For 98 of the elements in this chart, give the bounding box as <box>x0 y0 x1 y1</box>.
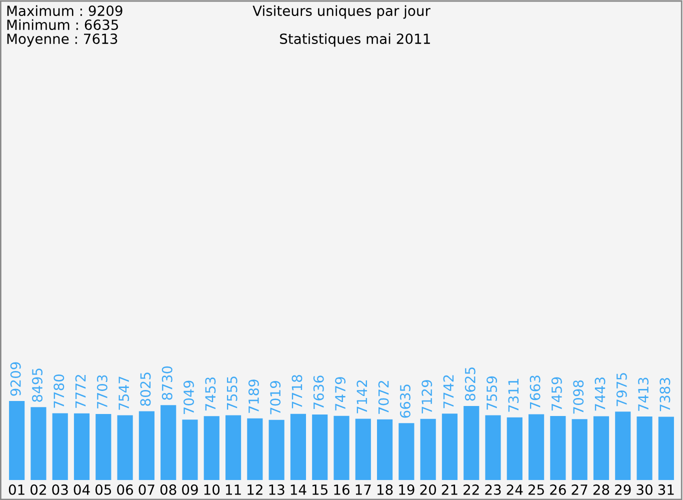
bar <box>204 416 220 480</box>
bar <box>74 413 90 480</box>
bar <box>138 411 154 480</box>
bar <box>268 420 284 480</box>
x-tick-label: 21 <box>442 484 458 495</box>
bar <box>377 419 393 480</box>
data-label: 8025 <box>140 372 151 406</box>
x-tick-label: 01 <box>8 484 24 495</box>
data-label: 7453 <box>205 377 216 411</box>
bar <box>96 414 112 480</box>
bar <box>355 418 371 480</box>
bar <box>334 416 350 480</box>
data-label: 8495 <box>32 368 42 402</box>
bar <box>30 407 46 480</box>
data-label: 7479 <box>335 377 346 410</box>
data-label: 7459 <box>551 377 562 410</box>
data-label: 7072 <box>378 381 389 414</box>
bar <box>290 414 306 480</box>
data-label: 7703 <box>96 375 108 408</box>
bar <box>247 418 263 480</box>
bar <box>160 405 176 480</box>
bar <box>420 418 436 480</box>
x-tick-label: 06 <box>117 484 134 495</box>
x-tick-label: 12 <box>248 484 262 495</box>
data-label: 7383 <box>660 378 670 412</box>
x-tick-label: 20 <box>420 484 436 495</box>
data-label: 7663 <box>530 376 540 409</box>
x-tick-label: 18 <box>377 484 393 495</box>
data-label: 7049 <box>184 380 194 414</box>
data-label: 8625 <box>464 368 476 401</box>
x-tick-label: 19 <box>399 484 414 495</box>
x-tick-label: 17 <box>356 484 371 495</box>
x-tick-label: 22 <box>464 484 479 495</box>
bar <box>615 412 631 480</box>
x-tick-label: 14 <box>290 484 306 495</box>
data-label: 7559 <box>486 376 498 410</box>
chart-subtitle: Statistiques mai 2011 <box>280 33 430 47</box>
x-tick-label: 03 <box>52 484 68 495</box>
bar <box>52 413 68 480</box>
x-tick-label: 15 <box>312 484 328 495</box>
bar <box>528 414 544 480</box>
x-tick-label: 27 <box>572 484 588 495</box>
data-label: 7555 <box>226 376 238 410</box>
bar <box>593 416 610 480</box>
data-label: 7019 <box>270 381 281 414</box>
x-tick-label: 13 <box>269 484 284 495</box>
data-label: 7413 <box>638 378 649 411</box>
data-label: 7772 <box>75 375 86 408</box>
bar <box>636 416 652 480</box>
x-tick-label: 07 <box>138 484 154 495</box>
chart-title: Visiteurs uniques par jour <box>252 5 430 19</box>
x-tick-label: 31 <box>658 484 674 495</box>
data-label: 7718 <box>292 375 302 408</box>
data-label: 7098 <box>573 380 584 414</box>
bar <box>658 416 674 480</box>
data-label: 7311 <box>508 378 519 412</box>
x-tick-label: 10 <box>204 484 220 495</box>
bar <box>485 415 501 480</box>
data-label: 7742 <box>443 375 454 408</box>
x-tick-label: 09 <box>182 484 198 495</box>
text: Moyenne : 7613 <box>7 34 118 47</box>
data-label: 7443 <box>594 378 606 411</box>
data-label: 7547 <box>118 376 130 410</box>
bar <box>442 414 458 480</box>
x-tick-label: 26 <box>550 484 566 495</box>
data-label: 9209 <box>10 362 21 396</box>
bar <box>464 406 480 480</box>
bar <box>506 417 522 480</box>
text: Maximum : 9209 <box>7 5 122 16</box>
bar <box>398 423 414 480</box>
bar <box>312 414 328 480</box>
text: Minimum : 6635 <box>7 19 118 30</box>
x-tick-label: 04 <box>74 484 90 495</box>
data-label: 6635 <box>400 384 410 418</box>
data-label: 7129 <box>422 380 432 414</box>
bar <box>117 415 133 480</box>
data-label: 7189 <box>248 380 259 413</box>
data-label: 7975 <box>616 373 627 406</box>
data-label: 8730 <box>162 366 172 400</box>
x-tick-label: 29 <box>615 484 631 495</box>
bar <box>225 415 242 480</box>
x-tick-label: 24 <box>506 484 523 495</box>
data-label: 7636 <box>313 376 324 409</box>
x-tick-label: 05 <box>95 484 112 495</box>
bar <box>9 401 25 480</box>
bar <box>550 416 566 480</box>
x-tick-label: 25 <box>528 484 544 495</box>
x-tick-label: 11 <box>226 484 241 495</box>
x-tick-label: 30 <box>636 484 652 495</box>
x-tick-label: 16 <box>334 484 350 495</box>
x-tick-label: 28 <box>593 484 610 495</box>
bar <box>182 420 198 480</box>
data-label: 7780 <box>54 374 64 408</box>
x-tick-label: 08 <box>160 484 176 495</box>
x-tick-label: 23 <box>485 484 501 495</box>
data-label: 7142 <box>356 380 367 414</box>
x-tick-label: 02 <box>30 484 46 495</box>
bar <box>572 419 588 480</box>
